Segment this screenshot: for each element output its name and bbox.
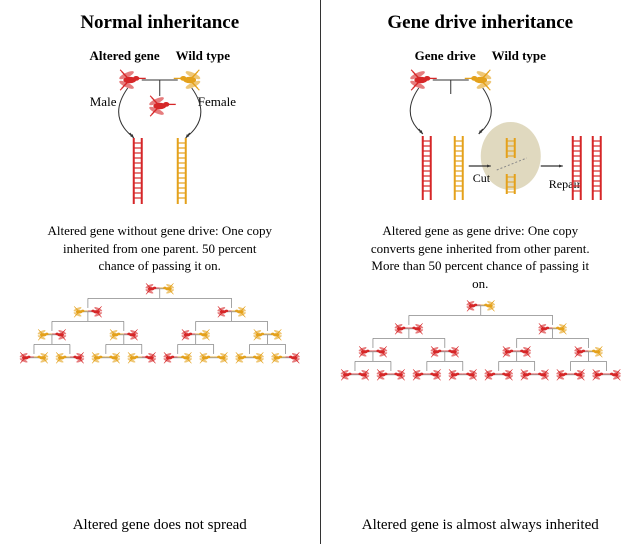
paragraph-drive: Altered gene as gene drive: One copy con… [365, 222, 595, 292]
title-normal: Normal inheritance [80, 12, 239, 34]
svg-text:Repair: Repair [548, 177, 580, 191]
title-drive: Gene drive inheritance [387, 12, 573, 34]
caption-drive: Altered gene is almost always inherited [362, 511, 599, 534]
paragraph-normal: Altered gene without gene drive: One cop… [45, 222, 275, 275]
caption-normal: Altered gene does not spread [73, 511, 247, 534]
labels-drive: Gene drive Wild type [337, 48, 625, 64]
label-wild-r: Wild type [492, 48, 546, 64]
tree-drive [337, 292, 625, 402]
label-wild: Wild type [176, 48, 230, 64]
diagram-drive: Cut Repair [337, 66, 625, 216]
svg-text:Female: Female [198, 94, 236, 109]
labels-normal: Altered gene Wild type [16, 48, 304, 64]
panel-normal: Normal inheritance Altered gene Wild typ… [0, 0, 321, 544]
diagram-normal: Male Female [16, 66, 304, 216]
label-genedrive: Gene drive [415, 48, 476, 64]
tree-normal [16, 275, 304, 385]
svg-text:Male: Male [90, 94, 117, 109]
svg-text:Cut: Cut [472, 171, 490, 185]
label-altered: Altered gene [90, 48, 160, 64]
panel-drive: Gene drive inheritance Gene drive Wild t… [321, 0, 640, 544]
